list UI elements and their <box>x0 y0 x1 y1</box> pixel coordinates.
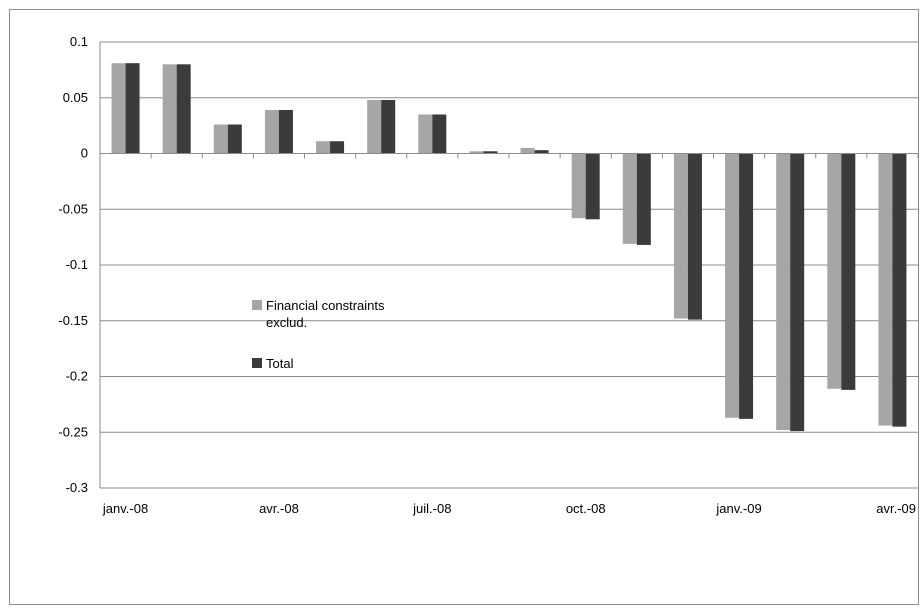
legend-label: exclud. <box>266 315 307 330</box>
bar-total <box>176 64 191 154</box>
x-axis <box>99 42 919 488</box>
y-tick-label: -0.3 <box>66 480 88 495</box>
y-tick-label: -0.1 <box>66 257 88 272</box>
bar-financial-constraints-exclud <box>162 64 177 154</box>
bar-total <box>687 153 702 320</box>
bar-financial-constraints-exclud <box>264 110 279 154</box>
bar-financial-constraints-exclud <box>827 153 842 389</box>
bar-financial-constraints-exclud <box>418 114 433 154</box>
bar-financial-constraints-exclud <box>367 99 382 154</box>
y-tick-label: 0.1 <box>70 34 88 49</box>
bar-financial-constraints-exclud <box>111 63 126 154</box>
y-axis-tick-labels: 0.1 0.05 0 -0.05 -0.1 -0.15 -0.2 -0.25 -0.3 <box>58 34 88 495</box>
y-tick-label: -0.15 <box>58 313 88 328</box>
bar-total <box>125 63 140 154</box>
x-tick-label: juil.-08 <box>412 501 451 516</box>
legend-item-financial-constraints-exclud: Financial constraints exclud. <box>252 298 385 330</box>
bar-financial-constraints-exclud <box>571 153 586 219</box>
bar-total <box>432 114 447 154</box>
bar-financial-constraints-exclud <box>878 153 893 426</box>
x-tick-label: avr.-09 <box>876 501 916 516</box>
bar-total <box>330 141 345 154</box>
bar-financial-constraints-exclud <box>673 153 688 319</box>
y-tick-label: 0.05 <box>63 90 88 105</box>
x-tick-label: oct.-08 <box>566 501 606 516</box>
bar-total <box>790 153 805 432</box>
legend-label: Financial constraints <box>266 298 385 313</box>
bar-total <box>227 124 242 154</box>
x-tick-label: janv.-08 <box>102 501 148 516</box>
bar-total <box>483 151 498 154</box>
legend: Financial constraints exclud. Total <box>252 298 385 371</box>
bar-financial-constraints-exclud <box>469 151 484 154</box>
bar-total <box>585 153 600 220</box>
y-tick-label: -0.25 <box>58 424 88 439</box>
bar-total <box>636 153 651 245</box>
y-tick-label: -0.05 <box>58 201 88 216</box>
bar-financial-constraints-exclud <box>622 153 637 244</box>
bar-financial-constraints-exclud <box>316 141 331 154</box>
legend-swatch <box>252 300 262 310</box>
bar-financial-constraints-exclud <box>776 153 791 431</box>
y-tick-label: -0.2 <box>66 369 88 384</box>
bar-total <box>892 153 907 427</box>
bar-total <box>841 153 856 390</box>
bar-financial-constraints-exclud <box>213 124 228 154</box>
bar-total <box>278 110 293 154</box>
legend-label: Total <box>266 356 294 371</box>
x-tick-label: avr.-08 <box>259 501 299 516</box>
legend-item-total: Total <box>252 356 294 371</box>
bar-financial-constraints-exclud <box>725 153 740 418</box>
bars <box>111 63 907 432</box>
x-axis-tick-labels: janv.-08 avr.-08 juil.-08 oct.-08 janv.-09 av… <box>102 501 916 516</box>
legend-swatch <box>252 358 262 368</box>
bar-total <box>534 150 549 154</box>
y-tick-label: 0 <box>81 146 88 161</box>
bar-total <box>381 99 396 154</box>
bar-financial-constraints-exclud <box>520 147 535 154</box>
bar-total <box>739 153 754 419</box>
x-tick-label: janv.-09 <box>715 501 761 516</box>
chart-frame <box>9 9 919 605</box>
